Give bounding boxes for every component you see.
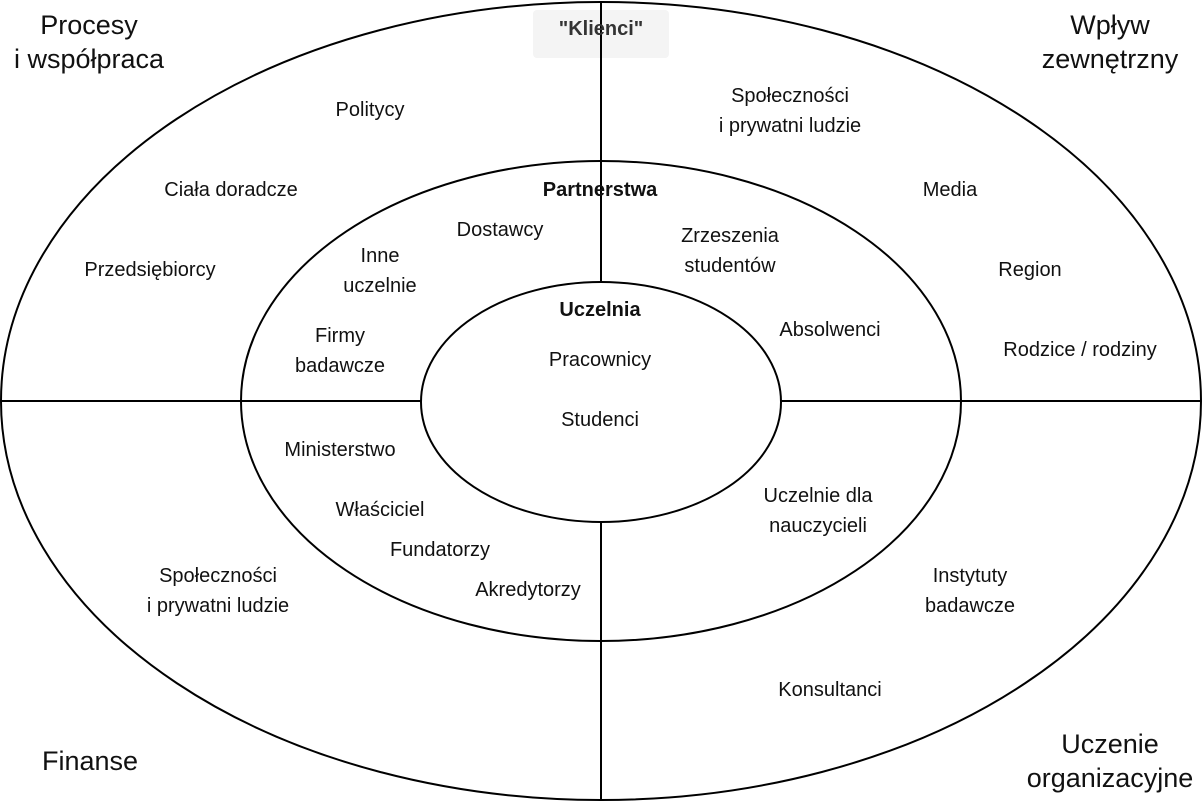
label-inne-uczelnie: Inne uczelnie — [343, 245, 417, 297]
label-absolwenci: Absolwenci — [779, 319, 881, 341]
corner-label-top-left: Procesy i współpraca — [13, 10, 165, 74]
label-ciala-doradcze: Ciała doradcze — [164, 179, 298, 201]
label-instytuty: Instytuty badawcze — [924, 565, 1016, 617]
corner-label-bottom-right: Uczenie organizacyjne — [1026, 729, 1194, 793]
label-politycy: Politycy — [335, 99, 405, 121]
label-studenci: Studenci — [561, 409, 639, 431]
label-media: Media — [922, 179, 978, 201]
klienci-label: "Klienci" — [558, 18, 644, 40]
label-spolecznosci-top: Społeczności i prywatni ludzie — [718, 85, 862, 137]
label-spolecznosci-bottom: Społeczności i prywatni ludzie — [146, 565, 290, 617]
label-region: Region — [998, 259, 1062, 281]
corner-label-bottom-left: Finanse — [41, 746, 139, 776]
label-akredytorzy: Akredytorzy — [475, 579, 581, 601]
label-wlasciciel: Właściciel — [335, 499, 425, 521]
label-konsultanci: Konsultanci — [778, 679, 882, 701]
label-rodzice: Rodzice / rodziny — [1003, 339, 1157, 361]
corner-label-top-right: Wpływ zewnętrzny — [1041, 10, 1179, 74]
label-firmy-badawcze: Firmy badawcze — [294, 325, 386, 377]
inner-title: Uczelnia — [559, 299, 641, 321]
label-pracownicy: Pracownicy — [548, 349, 652, 371]
label-zrzeszenia: Zrzeszenia studentów — [681, 225, 779, 277]
middle-ring-title: Partnerstwa — [542, 179, 658, 201]
label-fundatorzy: Fundatorzy — [389, 539, 491, 561]
label-ministerstwo: Ministerstwo — [284, 439, 396, 461]
label-przedsiebiorcy: Przedsiębiorcy — [84, 259, 216, 281]
label-uczelnie-nauczycieli: Uczelnie dla nauczycieli — [763, 485, 873, 537]
label-dostawcy: Dostawcy — [456, 219, 544, 241]
